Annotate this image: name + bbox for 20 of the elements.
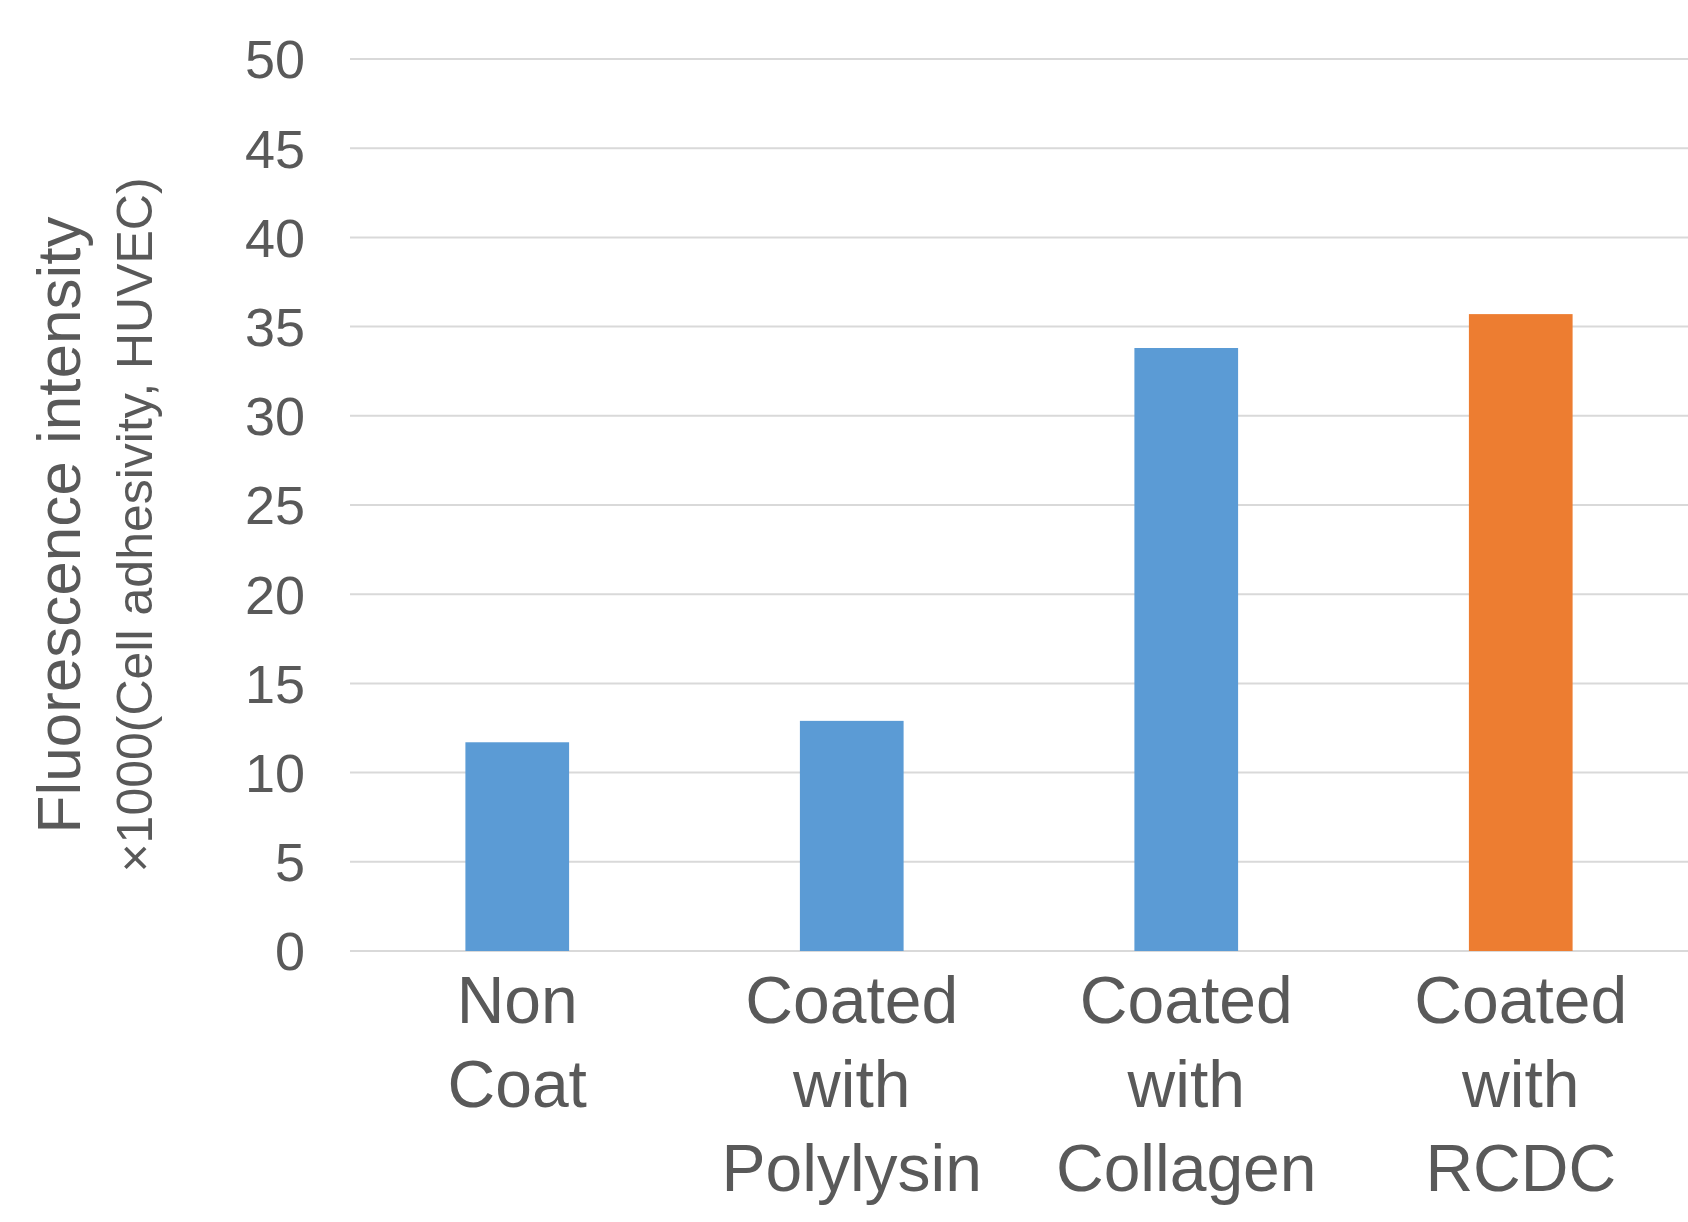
x-tick-label: Coated with RCDC	[1414, 963, 1628, 1205]
x-tick-label: Coated with Polylysin	[721, 963, 982, 1205]
bar	[465, 742, 570, 951]
x-tick-label: Coated with Collagen	[1055, 963, 1317, 1205]
y-tick-label: 45	[244, 118, 305, 179]
bar	[1134, 348, 1239, 951]
y-tick-label: 0	[274, 921, 305, 982]
x-tick-label: Non Coat	[447, 963, 587, 1121]
y-tick-label: 35	[244, 297, 305, 358]
y-tick-label: 40	[244, 207, 305, 268]
y-axis-title: Fluorescence intensity ×1000(Cell adhesivity, HUVEC)	[24, 177, 163, 873]
bar	[799, 720, 904, 951]
y-tick-label: 15	[244, 653, 305, 714]
y-tick-label: 25	[244, 475, 305, 536]
bar	[1468, 314, 1573, 951]
y-tick-label: 30	[244, 386, 305, 447]
y-tick-label: 10	[244, 743, 305, 804]
y-tick-label: 5	[274, 832, 305, 893]
y-tick-label: 50	[244, 29, 305, 90]
y-tick-label: 20	[244, 564, 305, 625]
